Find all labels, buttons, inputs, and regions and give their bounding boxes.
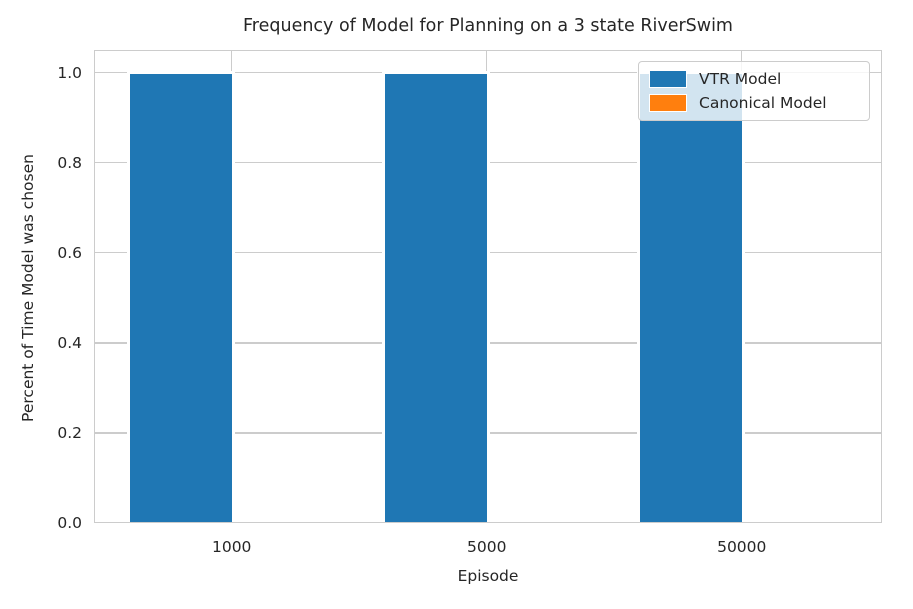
- y-tick-label: 0.4: [57, 333, 82, 352]
- plot-area: VTR Model Canonical Model: [94, 50, 882, 523]
- legend: VTR Model Canonical Model: [638, 61, 870, 121]
- y-axis-label: Percent of Time Model was chosen: [19, 154, 37, 422]
- legend-item: VTR Model: [649, 70, 855, 88]
- bar-vtr-model-1000: [126, 71, 235, 523]
- legend-item: Canonical Model: [649, 94, 855, 112]
- x-tick-label: 1000: [211, 538, 252, 556]
- y-tick-label: 0.8: [57, 153, 82, 172]
- y-tick-label: 0.6: [57, 243, 82, 262]
- y-tick-label: 1.0: [57, 63, 82, 82]
- legend-label: VTR Model: [699, 70, 782, 88]
- x-axis-label: Episode: [457, 567, 519, 585]
- x-tick-label: 5000: [466, 538, 507, 556]
- bar-vtr-model-5000: [381, 71, 490, 523]
- legend-label: Canonical Model: [699, 94, 827, 112]
- y-tick-label: 0.0: [57, 514, 82, 532]
- legend-swatch-canonical-model: [649, 94, 687, 112]
- bar-vtr-model-50000: [636, 71, 745, 523]
- legend-swatch-vtr-model: [649, 70, 687, 88]
- x-tick-label: 50000: [717, 538, 767, 556]
- chart-title: Frequency of Model for Planning on a 3 s…: [243, 16, 733, 36]
- y-tick-label: 0.2: [57, 423, 82, 442]
